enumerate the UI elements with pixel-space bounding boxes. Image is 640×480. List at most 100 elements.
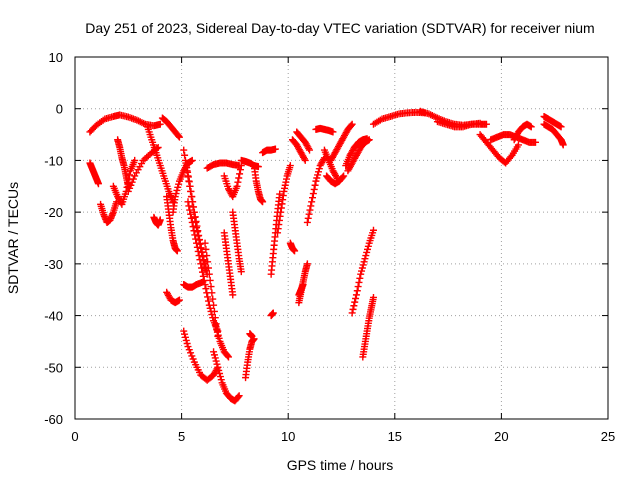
series-arc-54 (540, 120, 567, 149)
data-point (237, 268, 245, 276)
data-point (126, 184, 134, 192)
data-point (192, 217, 200, 225)
data-point (236, 166, 244, 174)
data-point (208, 289, 216, 297)
data-point (216, 373, 224, 381)
series-arc-30 (242, 335, 258, 382)
series-arc-33 (286, 239, 299, 255)
y-tick-label: -10 (44, 153, 63, 168)
data-point (358, 267, 366, 275)
data-point (348, 120, 356, 128)
data-point (235, 392, 243, 400)
data-point (300, 155, 308, 163)
data-point (187, 214, 195, 222)
data-points (86, 107, 567, 405)
data-point (127, 181, 135, 189)
series-arc-50 (476, 131, 522, 167)
data-point (310, 185, 318, 193)
data-point (217, 376, 225, 384)
data-point (206, 304, 214, 312)
data-point (363, 248, 371, 256)
series-arc-26 (250, 162, 267, 206)
data-point (183, 164, 191, 172)
data-point (514, 141, 522, 149)
data-point (188, 156, 196, 164)
data-point (172, 190, 180, 198)
data-point (211, 354, 219, 362)
y-tick-label: 10 (49, 50, 63, 65)
data-point (350, 302, 358, 310)
data-point (360, 258, 368, 266)
data-point (349, 305, 357, 313)
data-point (197, 260, 205, 268)
data-point (213, 360, 221, 368)
series-arc-07 (150, 213, 164, 229)
series-arc-16 (180, 278, 207, 291)
series-arc-22 (220, 162, 245, 201)
data-point (202, 285, 210, 293)
data-point (307, 202, 315, 210)
data-point (183, 339, 191, 347)
data-point (173, 186, 181, 194)
y-tick-label: -40 (44, 309, 63, 324)
data-point (214, 363, 222, 371)
data-point (184, 168, 192, 176)
data-point (175, 133, 183, 141)
data-point (333, 175, 341, 183)
data-point (332, 173, 340, 181)
data-point (191, 231, 199, 239)
data-point (229, 291, 237, 299)
data-point (215, 366, 223, 374)
data-point (482, 120, 490, 128)
data-point (276, 190, 284, 198)
data-point (182, 336, 190, 344)
data-point (190, 208, 198, 216)
series-arc-32 (267, 309, 277, 320)
y-axis-label: SDTVAR / TECUs (5, 182, 21, 294)
data-point (198, 268, 206, 276)
data-point (362, 252, 370, 260)
data-point (188, 218, 196, 226)
data-point (210, 301, 218, 309)
data-point (211, 314, 219, 322)
data-point (314, 168, 322, 176)
data-point (527, 123, 535, 131)
data-point (351, 298, 359, 306)
data-point (201, 239, 209, 247)
x-tick-label: 10 (281, 429, 295, 444)
data-point (204, 264, 212, 272)
data-point (214, 332, 222, 340)
data-point (309, 194, 317, 202)
data-point (129, 175, 137, 183)
x-tick-label: 20 (494, 429, 508, 444)
data-point (175, 180, 183, 188)
data-point (339, 173, 347, 181)
series-arc-12 (163, 288, 183, 307)
data-point (359, 261, 367, 269)
data-point (190, 227, 198, 235)
data-point (198, 264, 206, 272)
data-point (311, 181, 319, 189)
data-point (233, 182, 241, 190)
data-point (234, 393, 242, 401)
series-arc-11 (158, 114, 183, 141)
data-point (209, 295, 217, 303)
y-tick-label: -50 (44, 360, 63, 375)
data-point (205, 270, 213, 278)
data-point (357, 270, 365, 278)
plot-frame (74, 56, 609, 420)
data-point (204, 297, 212, 305)
series-arc-40 (323, 172, 348, 188)
data-point (369, 226, 377, 234)
data-point (306, 206, 314, 214)
y-tick-label: -60 (44, 412, 63, 427)
data-point (312, 177, 320, 185)
data-point (193, 239, 201, 247)
data-point (557, 123, 565, 131)
data-point (199, 278, 207, 286)
data-point (364, 245, 372, 253)
data-point (188, 193, 196, 201)
series-arc-29 (274, 162, 294, 237)
data-point (340, 172, 348, 180)
